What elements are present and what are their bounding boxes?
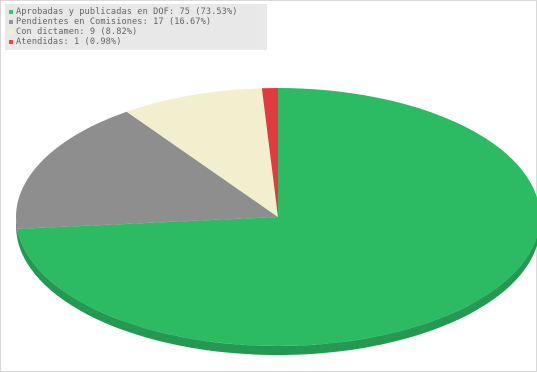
legend-label: Con dictamen: 9 (8.82%) — [16, 27, 138, 37]
chart-legend: Aprobadas y publicadas en DOF: 75 (73.53… — [5, 4, 267, 50]
pie-slice-1[interactable] — [16, 111, 278, 229]
legend-label: Pendientes en Comisiones: 17 (16.67%) — [16, 17, 212, 27]
legend-swatch-icon — [9, 40, 13, 44]
pie-slice-0[interactable] — [17, 88, 537, 346]
legend-label: Aprobadas y publicadas en DOF: 75 (73.53… — [16, 7, 238, 17]
pie-slice-2[interactable] — [126, 88, 278, 218]
legend-item-pendientes[interactable]: Pendientes en Comisiones: 17 (16.67%) — [9, 17, 263, 27]
legend-swatch-icon — [9, 10, 13, 14]
legend-swatch-icon — [9, 20, 13, 24]
legend-label: Atendidas: 1 (0.98%) — [16, 37, 122, 47]
legend-item-atendidas[interactable]: Atendidas: 1 (0.98%) — [9, 37, 263, 47]
pie-slice-3[interactable] — [261, 88, 278, 217]
legend-item-con-dictamen[interactable]: Con dictamen: 9 (8.82%) — [9, 27, 263, 37]
legend-item-aprobadas[interactable]: Aprobadas y publicadas en DOF: 75 (73.53… — [9, 7, 263, 17]
pie-slice-side-1 — [16, 217, 18, 238]
legend-swatch-icon — [9, 30, 13, 34]
